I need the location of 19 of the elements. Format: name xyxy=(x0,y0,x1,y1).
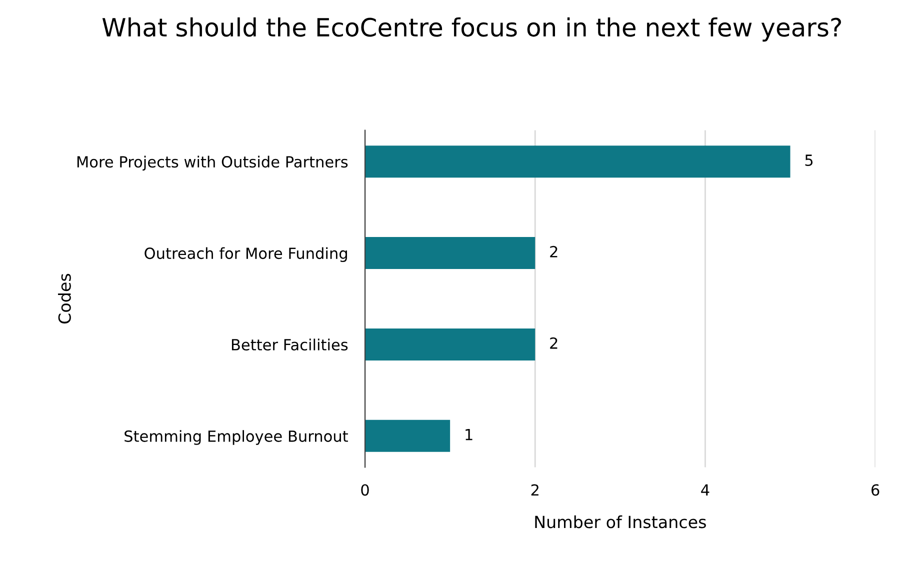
x-axis-title: Number of Instances xyxy=(535,515,706,528)
y-tick-label: Stemming Employee Burnout xyxy=(124,430,348,445)
data-label: 2 xyxy=(550,246,558,258)
x-tick-label: 2 xyxy=(531,484,538,496)
data-label: 1 xyxy=(466,429,472,440)
x-tick-label: 4 xyxy=(701,484,710,496)
x-tick-label: 0 xyxy=(361,484,369,496)
x-tick-label: 6 xyxy=(872,484,880,496)
bar xyxy=(365,146,790,178)
bar xyxy=(365,328,536,360)
data-label: 2 xyxy=(550,337,558,349)
y-axis-title: Codes xyxy=(58,274,71,324)
y-tick-label: More Projects with Outside Partners xyxy=(77,156,348,171)
chart-title: What should the EcoCentre focus on in the next few years? xyxy=(102,17,842,42)
bar xyxy=(365,237,536,270)
data-label: 5 xyxy=(805,154,813,166)
y-tick-label: Better Facilities xyxy=(232,338,348,351)
y-tick-label: Outreach for More Funding xyxy=(144,247,347,262)
bar xyxy=(365,420,450,452)
